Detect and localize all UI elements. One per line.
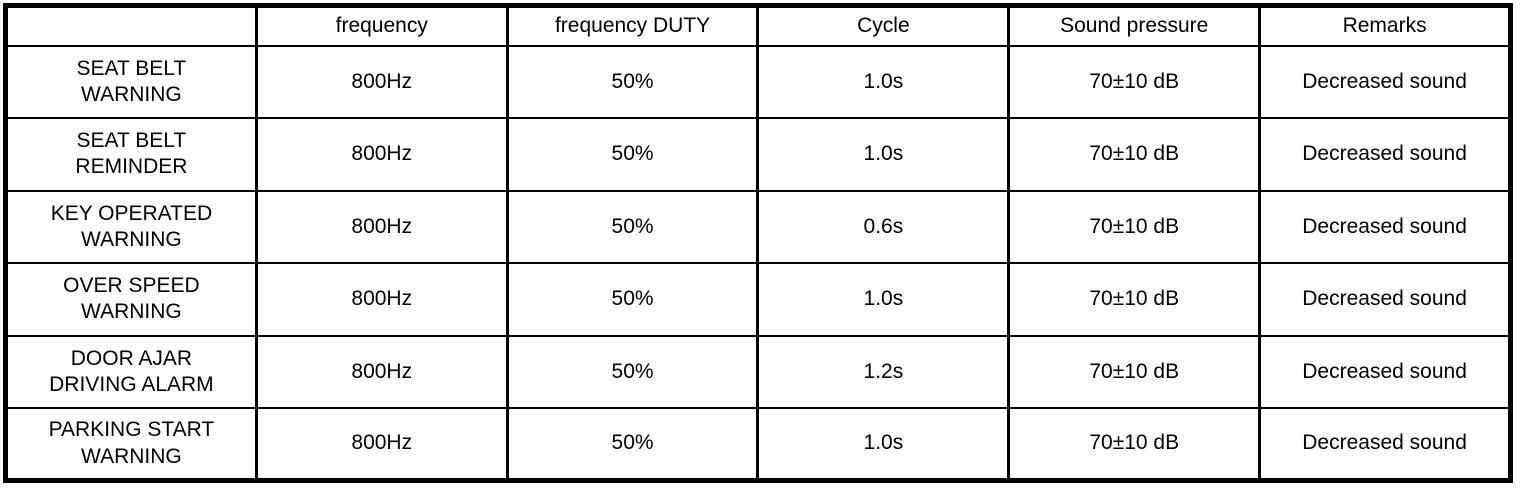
duty-cell: 50% xyxy=(505,117,760,192)
table-row: DOOR AJAR DRIVING ALARM 800Hz 50% 1.2s 7… xyxy=(4,334,1512,409)
header-cell-blank xyxy=(4,4,258,47)
row-label-cell: PARKING START WARNING xyxy=(4,407,258,482)
sound-pressure-cell: 70±10 dB xyxy=(1007,117,1262,192)
row-label-cell: DOOR AJAR DRIVING ALARM xyxy=(4,334,258,409)
row-label-cell: KEY OPERATED WARNING xyxy=(4,189,258,264)
cycle-cell: 1.2s xyxy=(756,334,1011,409)
row-label-cell: SEAT BELT REMINDER xyxy=(4,117,258,192)
header-cell-cycle: Cycle xyxy=(756,4,1011,47)
frequency-cell: 800Hz xyxy=(254,334,509,409)
cycle-cell: 1.0s xyxy=(756,117,1011,192)
remarks-cell: Decreased sound xyxy=(1258,44,1512,119)
frequency-cell: 800Hz xyxy=(254,262,509,337)
table-row: PARKING START WARNING 800Hz 50% 1.0s 70±… xyxy=(4,407,1512,482)
cycle-cell: 1.0s xyxy=(756,44,1011,119)
frequency-cell: 800Hz xyxy=(254,407,509,482)
row-label-cell: OVER SPEED WARNING xyxy=(4,262,258,337)
table-body: SEAT BELT WARNING 800Hz 50% 1.0s 70±10 d… xyxy=(4,44,1512,482)
header-row: frequency frequency DUTY Cycle Sound pre… xyxy=(4,4,1512,47)
duty-cell: 50% xyxy=(505,189,760,264)
table-row: SEAT BELT REMINDER 800Hz 50% 1.0s 70±10 … xyxy=(4,117,1512,192)
remarks-cell: Decreased sound xyxy=(1258,262,1512,337)
remarks-cell: Decreased sound xyxy=(1258,189,1512,264)
header-cell-frequency-duty: frequency DUTY xyxy=(505,4,760,47)
frequency-cell: 800Hz xyxy=(254,189,509,264)
cycle-cell: 1.0s xyxy=(756,262,1011,337)
duty-cell: 50% xyxy=(505,334,760,409)
table-row: SEAT BELT WARNING 800Hz 50% 1.0s 70±10 d… xyxy=(4,44,1512,119)
frequency-cell: 800Hz xyxy=(254,117,509,192)
remarks-cell: Decreased sound xyxy=(1258,117,1512,192)
duty-cell: 50% xyxy=(505,262,760,337)
header-cell-frequency: frequency xyxy=(254,4,509,47)
cycle-cell: 0.6s xyxy=(756,189,1011,264)
remarks-cell: Decreased sound xyxy=(1258,334,1512,409)
cycle-cell: 1.0s xyxy=(756,407,1011,482)
duty-cell: 50% xyxy=(505,407,760,482)
sound-pressure-cell: 70±10 dB xyxy=(1007,334,1262,409)
header-cell-sound-pressure: Sound pressure xyxy=(1007,4,1262,47)
sound-pressure-cell: 70±10 dB xyxy=(1007,44,1262,119)
remarks-cell: Decreased sound xyxy=(1258,407,1512,482)
table-row: KEY OPERATED WARNING 800Hz 50% 0.6s 70±1… xyxy=(4,189,1512,264)
buzzer-spec-table: frequency frequency DUTY Cycle Sound pre… xyxy=(3,3,1513,483)
sound-pressure-cell: 70±10 dB xyxy=(1007,407,1262,482)
sound-pressure-cell: 70±10 dB xyxy=(1007,189,1262,264)
row-label-cell: SEAT BELT WARNING xyxy=(4,44,258,119)
table-header: frequency frequency DUTY Cycle Sound pre… xyxy=(4,4,1512,47)
duty-cell: 50% xyxy=(505,44,760,119)
frequency-cell: 800Hz xyxy=(254,44,509,119)
table-row: OVER SPEED WARNING 800Hz 50% 1.0s 70±10 … xyxy=(4,262,1512,337)
header-cell-remarks: Remarks xyxy=(1258,4,1512,47)
sound-pressure-cell: 70±10 dB xyxy=(1007,262,1262,337)
